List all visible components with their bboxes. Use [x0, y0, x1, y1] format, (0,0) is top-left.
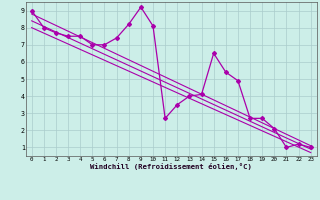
X-axis label: Windchill (Refroidissement éolien,°C): Windchill (Refroidissement éolien,°C) [90, 163, 252, 170]
